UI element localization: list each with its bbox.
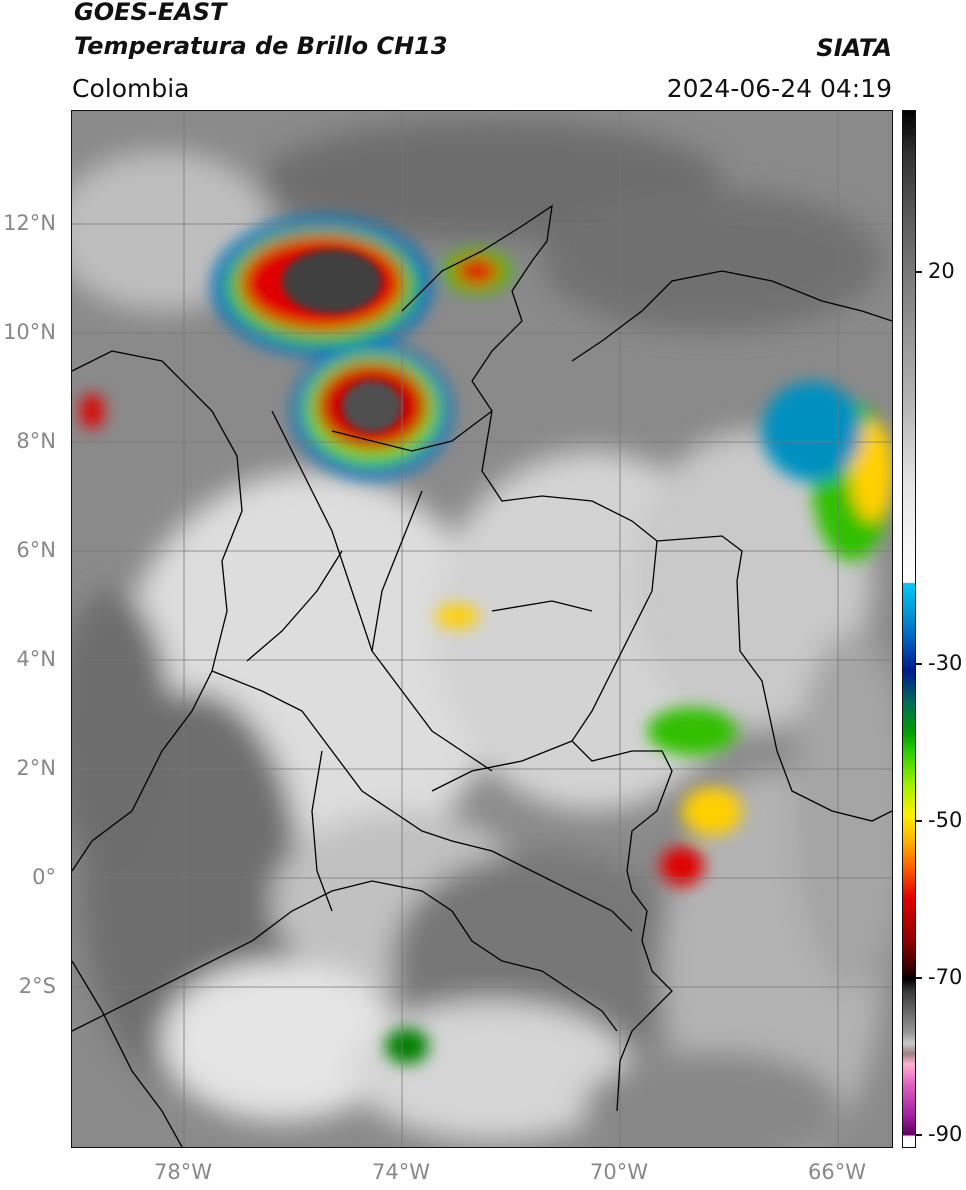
lat-label-2n: 2°N [16, 756, 56, 780]
colorbar-tick [916, 663, 922, 665]
lat-label-2s: 2°S [18, 974, 56, 998]
lon-label-78w: 78°W [154, 1160, 212, 1184]
lon-label-66w: 66°W [808, 1160, 866, 1184]
lat-label-8n: 8°N [16, 429, 56, 453]
lat-label-4n: 4°N [16, 647, 56, 671]
satellite-image [72, 111, 892, 1147]
colorbar-label-minus90: -90 [928, 1122, 963, 1146]
title-line1: GOES-EAST [74, 0, 227, 26]
colorbar-label-minus50: -50 [928, 808, 963, 832]
colorbar [902, 110, 916, 1148]
satellite-map[interactable] [71, 110, 893, 1148]
lat-label-10n: 10°N [3, 320, 56, 344]
colorbar-tick [916, 1134, 922, 1136]
storm-cells [80, 216, 892, 1064]
borders-overlay [72, 204, 892, 1147]
region-label: Colombia [72, 74, 190, 103]
colorbar-label-20: 20 [928, 259, 955, 283]
graticule [72, 111, 892, 1147]
lat-label-12n: 12°N [3, 211, 56, 235]
colorbar-tick [916, 977, 922, 979]
colorbar-tick [916, 271, 922, 273]
timestamp: 2024-06-24 04:19 [666, 74, 892, 103]
title-line2: Temperatura de Brillo CH13 [74, 32, 448, 60]
lat-label-0: 0° [32, 865, 56, 889]
colorbar-label-minus70: -70 [928, 965, 963, 989]
lon-label-70w: 70°W [590, 1160, 648, 1184]
colorbar-tick [916, 820, 922, 822]
brand-label: SIATA [816, 34, 892, 62]
lon-label-74w: 74°W [372, 1160, 430, 1184]
colorbar-label-minus30: -30 [928, 651, 963, 675]
lat-label-6n: 6°N [16, 538, 56, 562]
